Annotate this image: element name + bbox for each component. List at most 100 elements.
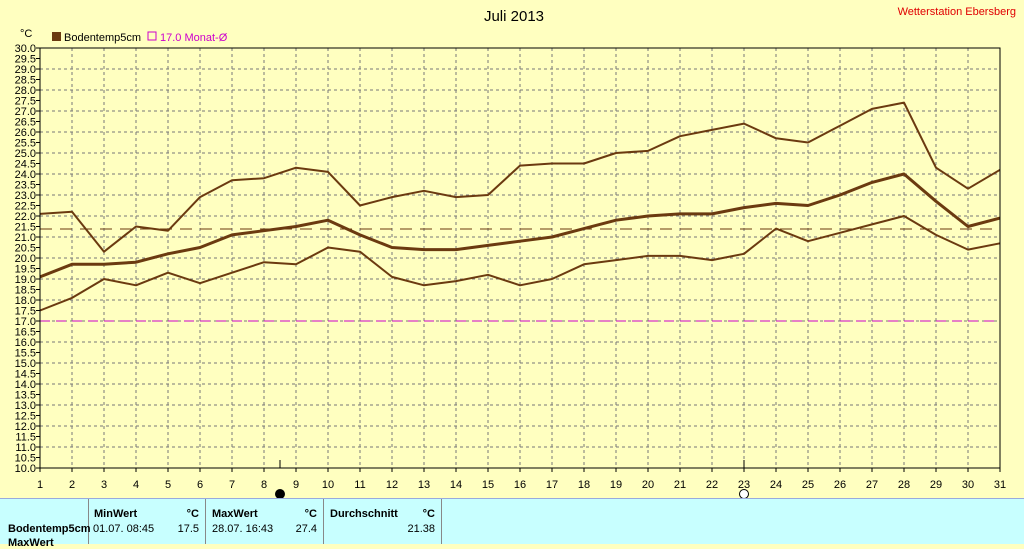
x-tick-label: 26 [834,479,846,491]
y-tick-label: 12.0 [15,421,36,433]
y-tick-label: 21.0 [15,232,36,244]
y-tick-label: 13.5 [15,390,36,402]
legend-label-bodentemp: Bodentemp5cm [64,32,141,44]
x-tick-label: 9 [293,479,299,491]
x-tick-label: 31 [994,479,1006,491]
min-value: 17.5 [177,523,199,535]
x-tick-label: 1 [37,479,43,491]
x-tick-label: 28 [898,479,910,491]
plot-frame [39,47,1001,469]
stats-row-label: Bodentemp5cm [8,523,91,535]
y-tick-label: 14.5 [15,369,36,381]
series-mean-line [39,172,1001,279]
y-tick-label: 20.0 [15,253,36,265]
x-tick-label: 20 [642,479,654,491]
y-tick-label: 16.0 [15,337,36,349]
x-tick-label: 8 [261,479,267,491]
y-tick-label: 28.0 [15,85,36,97]
y-tick-label: 10.0 [15,463,36,475]
y-tick-label: 10.5 [15,453,36,465]
y-tick-label: 19.0 [15,274,36,286]
x-tick-label: 16 [514,479,526,491]
y-tick-label: 11.0 [15,442,36,454]
stats-next-row-label: MaxWert [8,537,54,549]
legend-label-monat: 17.0 Monat-Ø [160,32,228,44]
station-label: Wetterstation Ebersberg [898,6,1016,18]
y-tick-label: 30.0 [15,43,36,55]
min-header: MinWert [94,508,138,520]
series-max-line [39,101,1001,253]
y-tick-label: 16.5 [15,327,36,339]
x-tick-label: 18 [578,479,590,491]
y-tick-label: 18.5 [15,285,36,297]
y-tick-label: 21.5 [15,222,36,234]
x-tick-label: 14 [450,479,462,491]
chart: Juli 2013 Wetterstation Ebersberg °C Bod… [15,6,1016,498]
x-tick-label: 15 [482,479,494,491]
legend-swatch-monat [147,31,157,41]
y-tick-label: 14.0 [15,379,36,391]
x-tick-label: 5 [165,479,171,491]
x-tick-label: 7 [229,479,235,491]
min-time: 01.07. 08:45 [93,523,155,535]
avg-unit: °C [422,508,435,520]
y-tick-label: 24.5 [15,159,36,171]
x-tick-label: 21 [674,479,686,491]
legend-swatch-bodentemp [52,32,61,41]
y-tick-label: 26.0 [15,127,36,139]
series-min-line [39,215,1001,312]
y-tick-label: 12.5 [15,411,36,423]
stats-label-column: Bodentemp5cm MaxWert [0,499,91,549]
y-tick-label: 13.0 [15,400,36,412]
y-tick-label: 28.5 [15,75,36,87]
y-tick-label: 19.5 [15,264,36,276]
avg-value: 21.38 [407,523,435,535]
x-tick-label: 10 [322,479,334,491]
y-tick-label: 17.5 [15,306,36,318]
max-header: MaxWert [212,508,258,520]
x-tick-label: 17 [546,479,558,491]
x-tick-label: 2 [69,479,75,491]
min-unit: °C [186,508,199,520]
y-tick-label: 22.0 [15,211,36,223]
y-tick-label: 17.0 [15,316,36,328]
x-tick-label: 3 [101,479,107,491]
x-tick-label: 11 [354,479,365,491]
y-tick-label: 25.5 [15,138,36,150]
x-tick-label: 24 [770,479,782,491]
x-tick-label: 19 [610,479,622,491]
x-tick-label: 12 [386,479,398,491]
y-tick-label: 20.5 [15,243,36,255]
max-value: 27.4 [295,523,317,535]
y-tick-label: 27.0 [15,106,36,118]
x-tick-label: 22 [706,479,718,491]
max-time: 28.07. 16:43 [212,523,274,535]
new-moon-icon [275,489,285,498]
y-axis-unit: °C [20,28,32,40]
full-moon-icon [739,489,749,498]
stats-max-column: MaxWert °C 28.07. 16:43 27.4 [206,499,324,544]
y-tick-label: 15.0 [15,358,36,370]
y-tick-label: 26.5 [15,117,36,129]
y-tick-label: 15.5 [15,348,36,360]
y-tick-label: 24.0 [15,169,36,181]
stats-avg-column: Durchschnitt °C 21.38 [324,499,442,544]
x-tick-label: 25 [802,479,814,491]
y-tick-label: 27.5 [15,96,36,108]
chart-title: Juli 2013 [484,8,544,25]
x-tick-label: 13 [418,479,430,491]
y-tick-label: 23.0 [15,190,36,202]
statistics-panel: Bodentemp5cm MaxWert MinWert °C 01.07. 0… [0,498,1024,549]
y-tick-label: 11.5 [15,432,36,444]
y-tick-label: 29.0 [15,64,36,76]
x-tick-label: 30 [962,479,974,491]
legend: Bodentemp5cm 17.0 Monat-Ø [52,31,228,44]
stats-min-column: MinWert °C 01.07. 08:45 17.5 [89,499,206,544]
y-tick-label: 25.0 [15,148,36,160]
avg-header: Durchschnitt [330,508,398,520]
y-tick-label: 29.5 [15,54,36,66]
x-tick-label: 6 [197,479,203,491]
y-tick-label: 23.5 [15,180,36,192]
x-tick-label: 4 [133,479,139,491]
x-tick-label: 29 [930,479,942,491]
